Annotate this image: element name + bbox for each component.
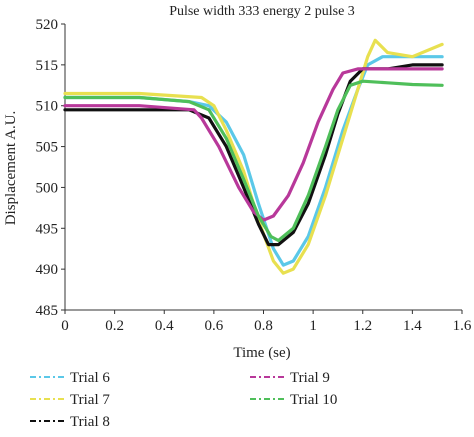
series-line-trial-9 (63, 67, 444, 222)
x-axis-title: Time (se) (233, 345, 290, 361)
y-tick-label: 505 (36, 140, 59, 156)
y-tick-label: 500 (36, 180, 59, 196)
x-tick-label: 0.4 (155, 318, 174, 334)
legend-label: Trial 8 (70, 414, 110, 430)
x-tick-label: 0 (61, 318, 69, 334)
y-axis-title: Displacement A.U. (3, 111, 19, 226)
y-tick-label: 520 (36, 17, 59, 33)
x-tick-label: 0.6 (205, 318, 224, 334)
x-tick-label: 1.2 (353, 318, 372, 334)
x-tick-label: 0.2 (105, 318, 124, 334)
y-tick-label: 510 (36, 99, 59, 115)
y-tick-label: 495 (36, 221, 59, 237)
series-line-trial-8 (63, 63, 444, 247)
x-tick-label: 1.4 (403, 318, 422, 334)
y-tick-label: 490 (36, 262, 59, 278)
legend-label: Trial 6 (70, 370, 110, 386)
series-line-trial-10 (63, 79, 444, 243)
chart-title: Pulse width 333 energy 2 pulse 3 (169, 4, 355, 19)
y-tick-label: 515 (36, 58, 59, 74)
x-tick-label: 0.8 (254, 318, 273, 334)
y-tick-label: 485 (36, 303, 59, 319)
axes: 485 490 495 500 505 510 515 520 0 0.2 0.4 0.6 0.8 1 1.… (36, 17, 472, 334)
legend-label: Trial 7 (70, 392, 110, 408)
x-tick-label: 1 (309, 318, 317, 334)
series-layer (63, 38, 444, 275)
x-tick-label: 1.6 (453, 318, 472, 334)
legend-label: Trial 9 (290, 370, 330, 386)
series-line-trial-6 (63, 55, 444, 267)
legend-label: Trial 10 (290, 392, 337, 408)
series-line-trial-7 (63, 38, 444, 275)
legend: Trial 6 Trial 7 Trial 8 Trial 9 Trial 10 (30, 370, 337, 430)
